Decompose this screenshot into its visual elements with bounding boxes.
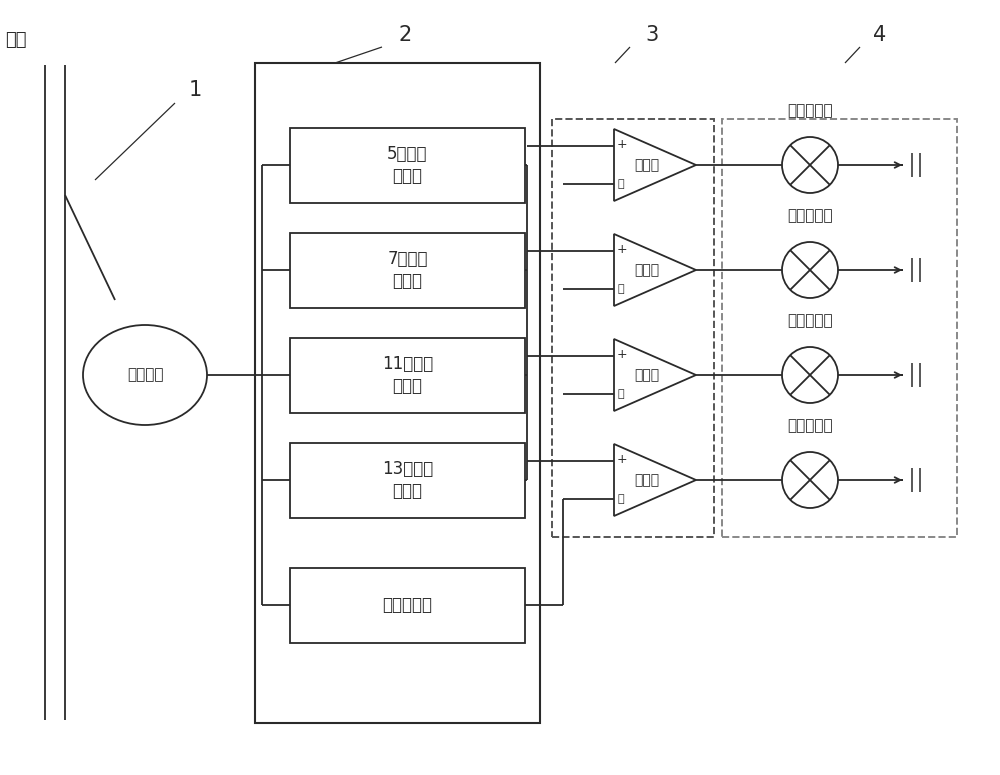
- Text: 信号指示灯: 信号指示灯: [787, 418, 833, 433]
- Text: 1: 1: [188, 80, 202, 100]
- Text: +: +: [617, 453, 628, 466]
- Text: 信号指示灯: 信号指示灯: [787, 208, 833, 223]
- Bar: [552, 119, 714, 537]
- Text: 2: 2: [398, 25, 412, 45]
- Text: +: +: [617, 138, 628, 151]
- Text: 线路: 线路: [5, 31, 26, 49]
- Text: 信号指示灯: 信号指示灯: [787, 313, 833, 328]
- Text: －: －: [617, 494, 624, 505]
- Text: 13次带通
滤波器: 13次带通 滤波器: [382, 460, 433, 500]
- Text: －: －: [617, 284, 624, 294]
- Text: 低通滤波器: 低通滤波器: [382, 596, 432, 614]
- Text: 信号指示灯: 信号指示灯: [787, 103, 833, 118]
- Bar: [255, 63, 540, 723]
- Text: 5次带通
滤波器: 5次带通 滤波器: [387, 145, 428, 185]
- Bar: [290, 337, 525, 412]
- Bar: [290, 232, 525, 308]
- Text: +: +: [617, 348, 628, 361]
- Text: 4: 4: [873, 25, 887, 45]
- Text: 11次带通
滤波器: 11次带通 滤波器: [382, 355, 433, 395]
- Text: 比较器: 比较器: [634, 368, 660, 382]
- Bar: [722, 119, 957, 537]
- Text: 3: 3: [645, 25, 659, 45]
- Text: －: －: [617, 180, 624, 189]
- Text: －: －: [617, 390, 624, 399]
- Text: 比较器: 比较器: [634, 473, 660, 487]
- Bar: [290, 567, 525, 642]
- Text: 比较器: 比较器: [634, 158, 660, 172]
- Text: 比较器: 比较器: [634, 263, 660, 277]
- Text: 7次带通
滤波器: 7次带通 滤波器: [387, 250, 428, 290]
- Text: 空心线圈: 空心线圈: [127, 367, 163, 383]
- Bar: [290, 443, 525, 518]
- Bar: [290, 128, 525, 202]
- Text: +: +: [617, 243, 628, 256]
